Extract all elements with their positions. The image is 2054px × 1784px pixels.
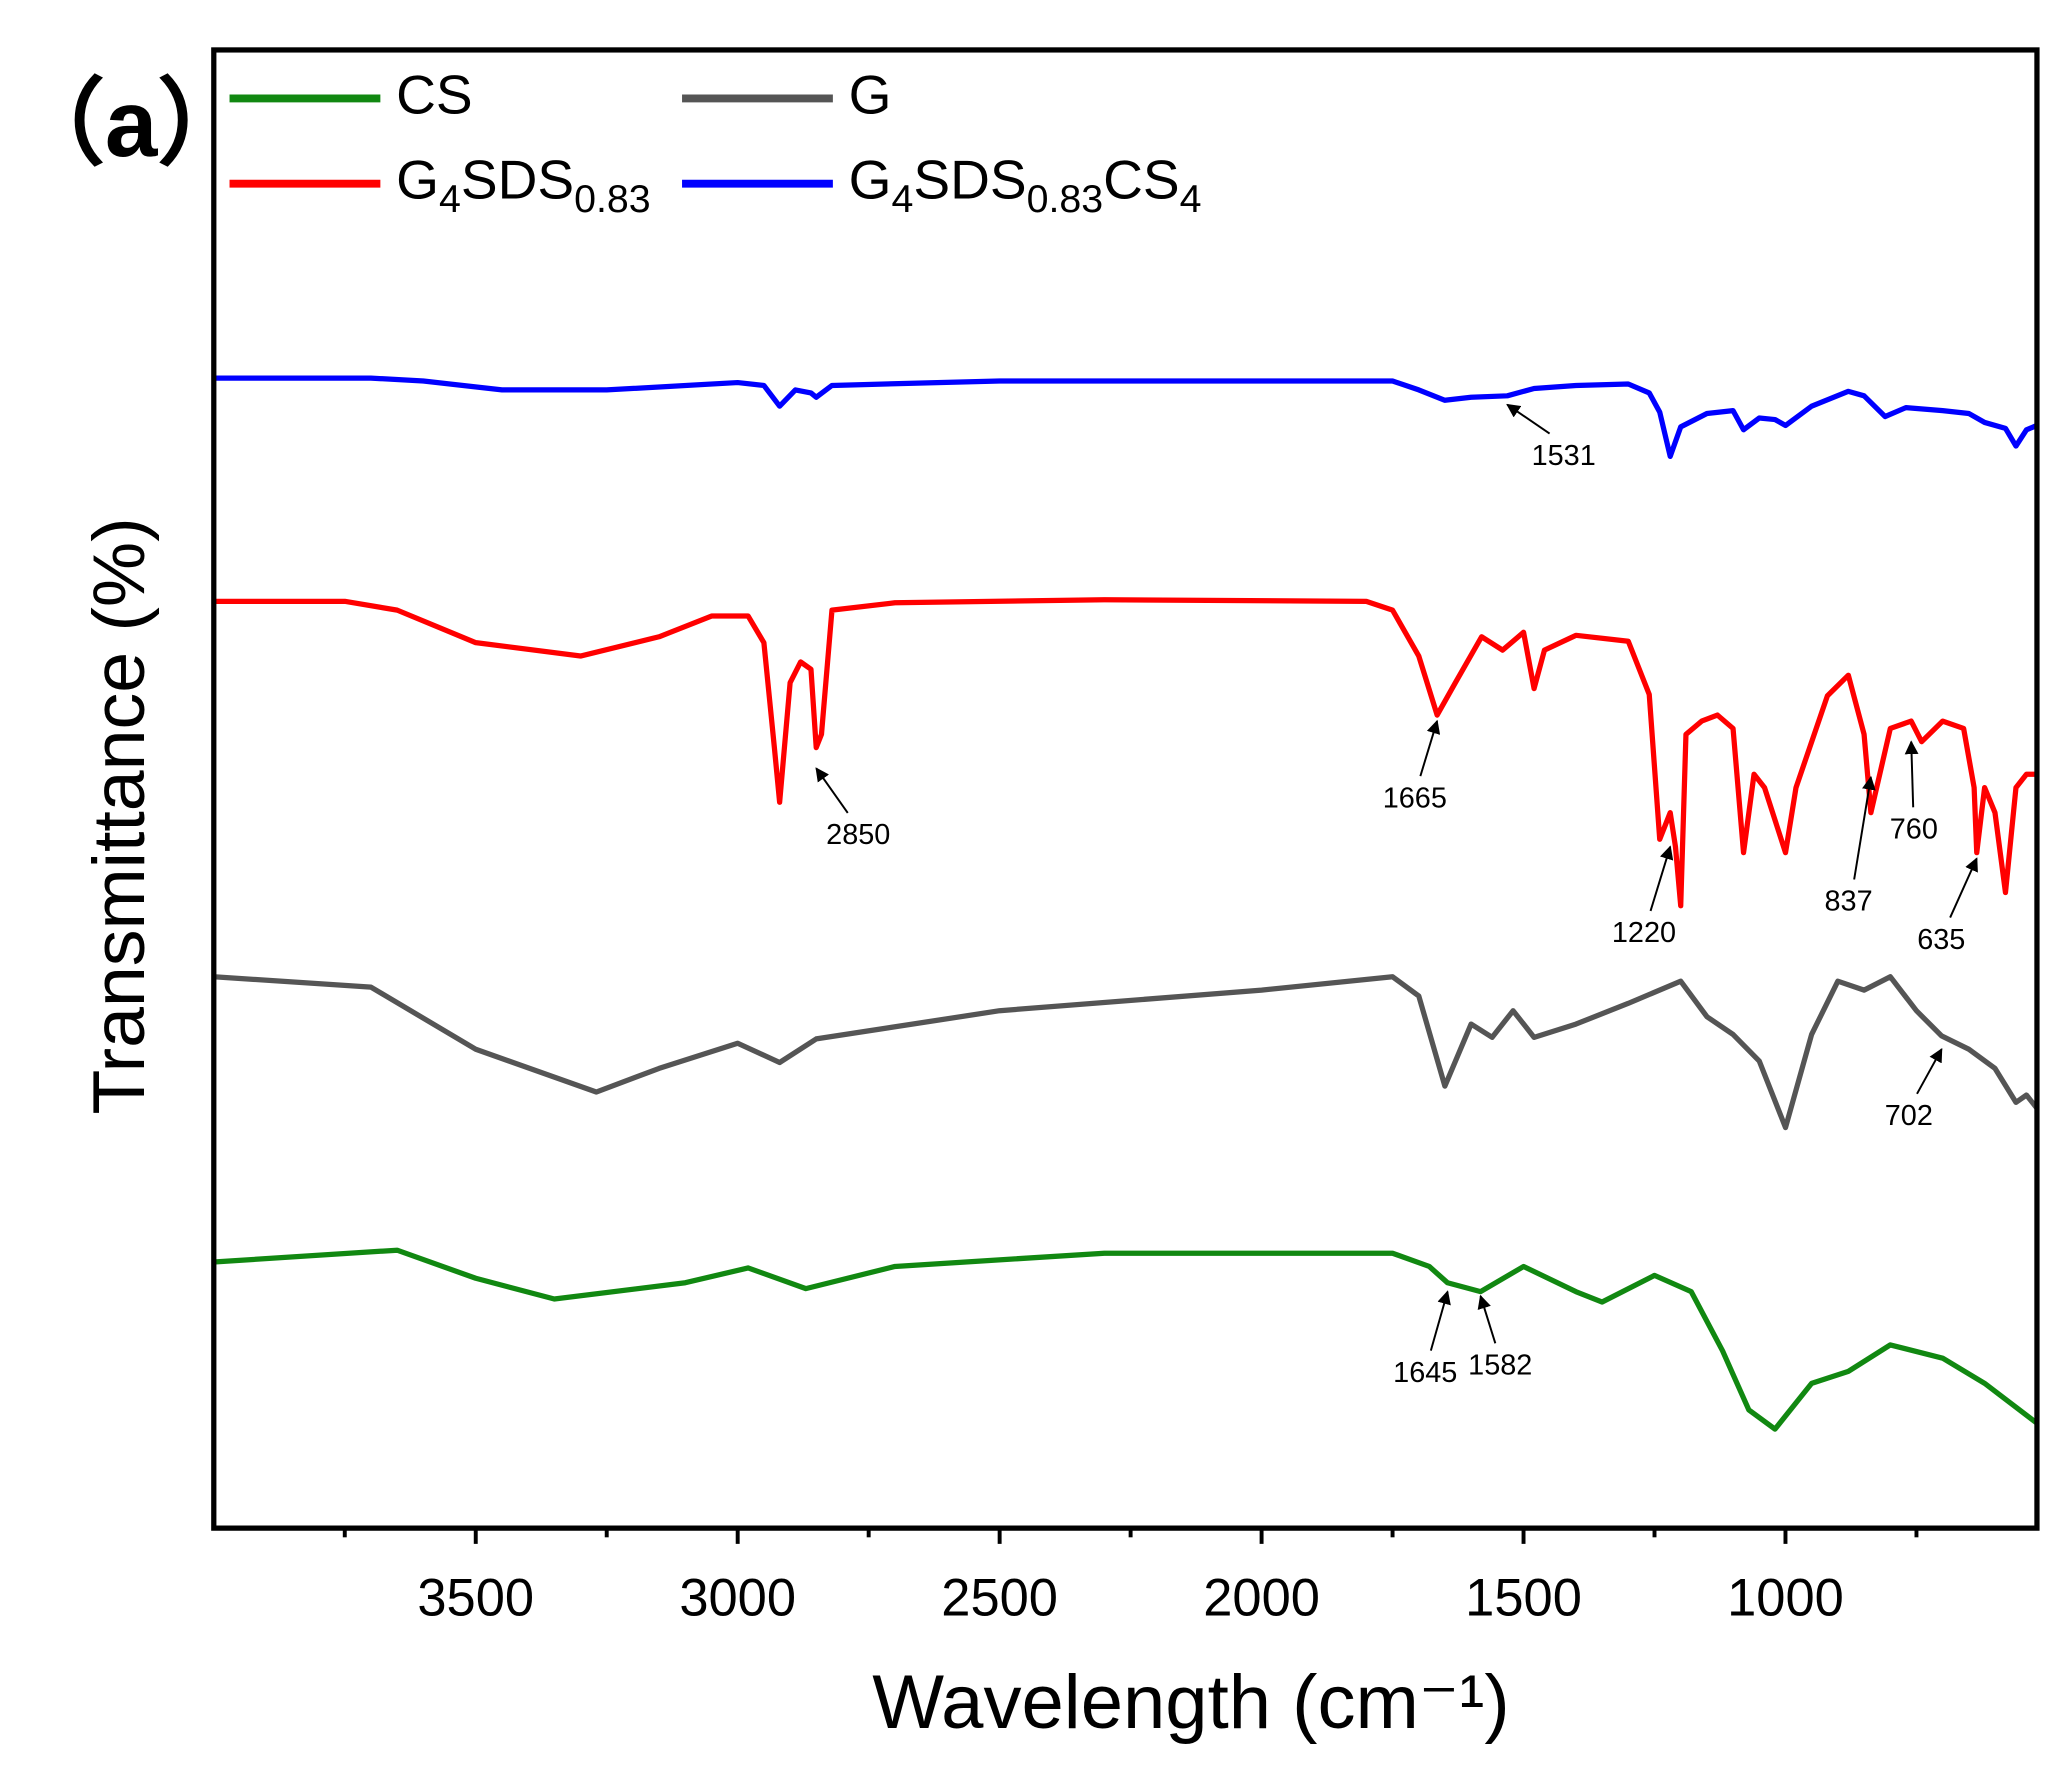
- x-tick-label: 1000: [1727, 1569, 1844, 1627]
- legend-label: G: [849, 63, 892, 125]
- y-axis-label: Transmittance (%): [78, 517, 160, 1114]
- annotation-label: 635: [1917, 924, 1965, 956]
- annotation-arrow: [1853, 775, 1876, 880]
- spectrum-line: [213, 375, 2038, 460]
- annotation-arrow: [1419, 719, 1441, 777]
- annotation-label: 1531: [1532, 440, 1596, 472]
- x-tick-label: 1500: [1465, 1569, 1582, 1627]
- annotation-label: 837: [1825, 886, 1873, 918]
- annotation-arrow: [815, 767, 849, 814]
- spectrum-line: [213, 974, 2040, 1131]
- annotation-arrow: [1949, 857, 1978, 918]
- legend-label: G4SDS0.83CS4: [849, 148, 1202, 221]
- legend-label: G4SDS0.83: [396, 148, 651, 221]
- x-tick-label: 3000: [679, 1569, 796, 1627]
- annotation-label: 2850: [826, 819, 890, 851]
- plot-frame: [211, 47, 2040, 1531]
- legend-label: CS: [396, 63, 473, 125]
- x-tick-label: 3500: [417, 1569, 534, 1627]
- annotation-label: 702: [1885, 1100, 1933, 1132]
- annotation-arrow: [1477, 1294, 1497, 1344]
- annotation-label: 1665: [1383, 782, 1447, 814]
- annotation-arrow: [1506, 403, 1551, 435]
- annotation-arrow: [1916, 1047, 1943, 1095]
- annotation-label: 1582: [1468, 1350, 1532, 1382]
- x-tick-label: 2000: [1203, 1569, 1320, 1627]
- annotation-label: 760: [1890, 814, 1938, 846]
- annotation-arrow: [1429, 1290, 1451, 1351]
- annotation-label: 1645: [1393, 1357, 1457, 1389]
- spectrum-line: [213, 597, 2037, 909]
- annotation-arrow: [1904, 740, 1919, 808]
- spectrum-line: [213, 1247, 2039, 1432]
- annotation-label: 1220: [1612, 917, 1676, 949]
- x-axis-label: Wavelength (cm⁻¹): [872, 1660, 1510, 1745]
- x-tick-label: 2500: [941, 1569, 1058, 1627]
- annotation-arrow: [1649, 845, 1674, 912]
